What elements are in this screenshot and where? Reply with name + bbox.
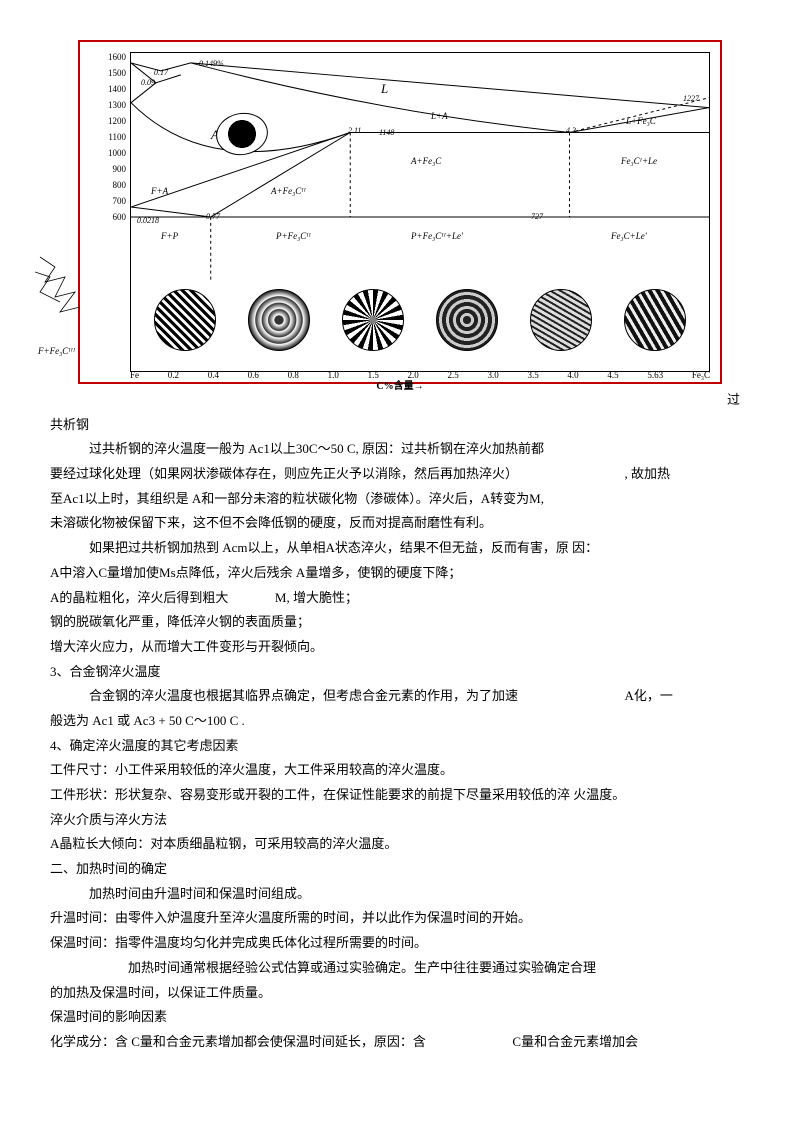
- body-text: 共析钢: [50, 413, 750, 438]
- body-text: 化学成分：含 C量和合金元素增加都会使保温时间延长，原因：含 C量和合金元素增加…: [50, 1030, 750, 1055]
- text-span: , 故加热: [625, 466, 671, 481]
- x-tick: 4.0: [567, 367, 578, 384]
- micro-sample-3: [342, 289, 404, 351]
- x-tick: 3.0: [487, 367, 498, 384]
- x-tick: 0.6: [248, 367, 259, 384]
- body-text: 过共析钢的淬火温度一般为 Ac1以上30C～50 C, 原因：过共析钢在淬火加热…: [50, 437, 750, 462]
- body-text: 工件尺寸：小工件采用较低的淬火温度，大工件采用较高的淬火温度。: [50, 758, 750, 783]
- body-text: A的晶粒粗化，淬火后得到粗大 M, 增大脆性；: [50, 586, 750, 611]
- y-tick: 1400: [88, 84, 126, 100]
- x-tick: 5.63: [647, 367, 663, 384]
- region-LA: L+A: [431, 108, 448, 125]
- text-span: 合金钢的淬火温度也根据其临界点确定，但考虑合金元素的作用，为了加速: [89, 688, 518, 703]
- pt-017: 0.17: [154, 65, 168, 80]
- region-Fe3CILe: Fe₃Cᴵ+Le: [621, 153, 657, 170]
- section-heading: 3、合金钢淬火温度: [50, 660, 750, 685]
- body-text: 至Ac1以上时，其组织是 A和一部分未溶的粒状碳化物（渗碳体）。淬火后，A转变为…: [50, 487, 750, 512]
- region-Fe3CLe: Fe₃C+Le': [611, 228, 647, 245]
- x-tick: 4.5: [607, 367, 618, 384]
- x-tick: 0.4: [208, 367, 219, 384]
- text-span: M, 增大脆性；: [275, 590, 358, 605]
- body-text: A中溶入C量增加使Ms点降低，淬火后残余 A量增多，使钢的硬度下降；: [50, 561, 750, 586]
- y-tick: 1200: [88, 116, 126, 132]
- text-span: 要经过球化处理（如果网状渗碳体存在，则应先正火予以消除，然后再加热淬火）: [50, 466, 518, 481]
- micro-sample-4: [436, 289, 498, 351]
- y-tick: 900: [88, 164, 126, 180]
- body-text: 要经过球化处理（如果网状渗碳体存在，则应先正火予以消除，然后再加热淬火） , 故…: [50, 462, 750, 487]
- pt-077: 0.77: [206, 209, 220, 224]
- body-text: 般选为 Ac1 或 Ac3 + 50 C～100 C .: [50, 709, 750, 734]
- body-text: 淬火介质与淬火方法: [50, 808, 750, 833]
- y-tick: 800: [88, 180, 126, 196]
- side-sketch: [35, 252, 85, 322]
- x-tick: 0.8: [288, 367, 299, 384]
- section-heading: 4、确定淬火温度的其它考虑因素: [50, 734, 750, 759]
- microstructure-row: [141, 289, 699, 351]
- text-span: 化学成分：含 C量和合金元素增加都会使保温时间延长，原因：含: [50, 1034, 426, 1049]
- body-text: 增大淬火应力，从而增大工件变形与开裂倾向。: [50, 635, 750, 660]
- diagram-plot-area: L L+A A L+Fe₃C A+Fe₃C A+Fe₃Cᴵᴵ F+A F+P P…: [130, 52, 710, 372]
- region-FP: F+P: [161, 228, 178, 245]
- y-tick: 1100: [88, 132, 126, 148]
- region-AFe3CII: A+Fe₃Cᴵᴵ: [271, 183, 306, 200]
- region-PFe3CLe: P+Fe₃Cᴵᴵ+Le': [411, 228, 463, 245]
- body-text: 加热时间由升温时间和保温时间组成。: [50, 882, 750, 907]
- pt-009: 0.09: [141, 75, 155, 90]
- pt-43: 4.3: [566, 123, 576, 138]
- body-text: 升温时间：由零件入炉温度升至淬火温度所需的时间，并以此作为保温时间的开始。: [50, 906, 750, 931]
- pt-211: 2.11: [348, 123, 361, 138]
- y-tick: 700: [88, 196, 126, 212]
- pt-0149: 0.149%: [199, 56, 224, 71]
- x-tick: Fe: [130, 367, 139, 384]
- x-tick: 3.5: [527, 367, 538, 384]
- y-tick: 1300: [88, 100, 126, 116]
- body-text: 的加热及保温时间，以保证工件质量。: [50, 981, 750, 1006]
- micro-sample-5: [530, 289, 592, 351]
- x-tick: 0.2: [168, 367, 179, 384]
- body-text: 工件形状：形状复杂、容易变形或开裂的工件，在保证性能要求的前提下尽量采用较低的淬…: [50, 783, 750, 808]
- body-text: 合金钢的淬火温度也根据其临界点确定，但考虑合金元素的作用，为了加速 A化，一: [50, 684, 750, 709]
- temp-1148: 1148: [379, 125, 394, 140]
- temp-1227: 1227: [683, 91, 699, 106]
- region-LFe3C: L+Fe₃C: [626, 113, 656, 130]
- body-text: 保温时间：指零件温度均匀化并完成奥氏体化过程所需要的时间。: [50, 931, 750, 956]
- x-tick: 1.0: [328, 367, 339, 384]
- micro-sample-1: [154, 289, 216, 351]
- phase-diagram-figure: 1600 1500 1400 1300 1200 1100 1000 900 8…: [78, 40, 722, 384]
- y-tick: 600: [88, 212, 126, 228]
- body-text: 如果把过共析钢加热到 Acm以上，从单相A状态淬火，结果不但无益，反而有害，原 …: [50, 536, 750, 561]
- body-text: A晶粒长大倾向：对本质细晶粒钢，可采用较高的淬火温度。: [50, 832, 750, 857]
- side-label: F+Fe₃Cᴵᴵᴵ: [38, 343, 75, 360]
- region-FA: F+A: [151, 183, 168, 200]
- body-text: 未溶碳化物被保留下来，这不但不会降低钢的硬度，反而对提高耐磨性有利。: [50, 511, 750, 536]
- x-axis-label: C%含量→: [376, 377, 423, 396]
- y-tick: 1500: [88, 68, 126, 84]
- pt-00218: 0.0218: [137, 213, 159, 228]
- sketch-svg: [35, 252, 85, 322]
- region-PFe3C: P+Fe₃Cᴵᴵ: [276, 228, 311, 245]
- section-heading: 二、加热时间的确定: [50, 857, 750, 882]
- micro-sample-2: [248, 289, 310, 351]
- region-AFe3C: A+Fe₃C: [411, 153, 441, 170]
- temp-727: 727: [531, 209, 543, 224]
- body-text: 加热时间通常根据经验公式估算或通过实验确定。生产中往往要通过实验确定合理: [50, 956, 750, 981]
- text-span: A的晶粒粗化，淬火后得到粗大: [50, 590, 228, 605]
- text-span: A化，一: [625, 688, 673, 703]
- x-tick: 2.5: [448, 367, 459, 384]
- body-text: 保温时间的影响因素: [50, 1005, 750, 1030]
- body-text: 钢的脱碳氧化严重，降低淬火钢的表面质量；: [50, 610, 750, 635]
- micro-sample-6: [624, 289, 686, 351]
- region-L: L: [381, 77, 388, 102]
- y-tick: 1600: [88, 52, 126, 68]
- text-span: C量和合金元素增加会: [512, 1034, 638, 1049]
- y-tick: 1000: [88, 148, 126, 164]
- y-axis: 1600 1500 1400 1300 1200 1100 1000 900 8…: [88, 52, 126, 228]
- x-tick: Fe₃C: [692, 367, 710, 384]
